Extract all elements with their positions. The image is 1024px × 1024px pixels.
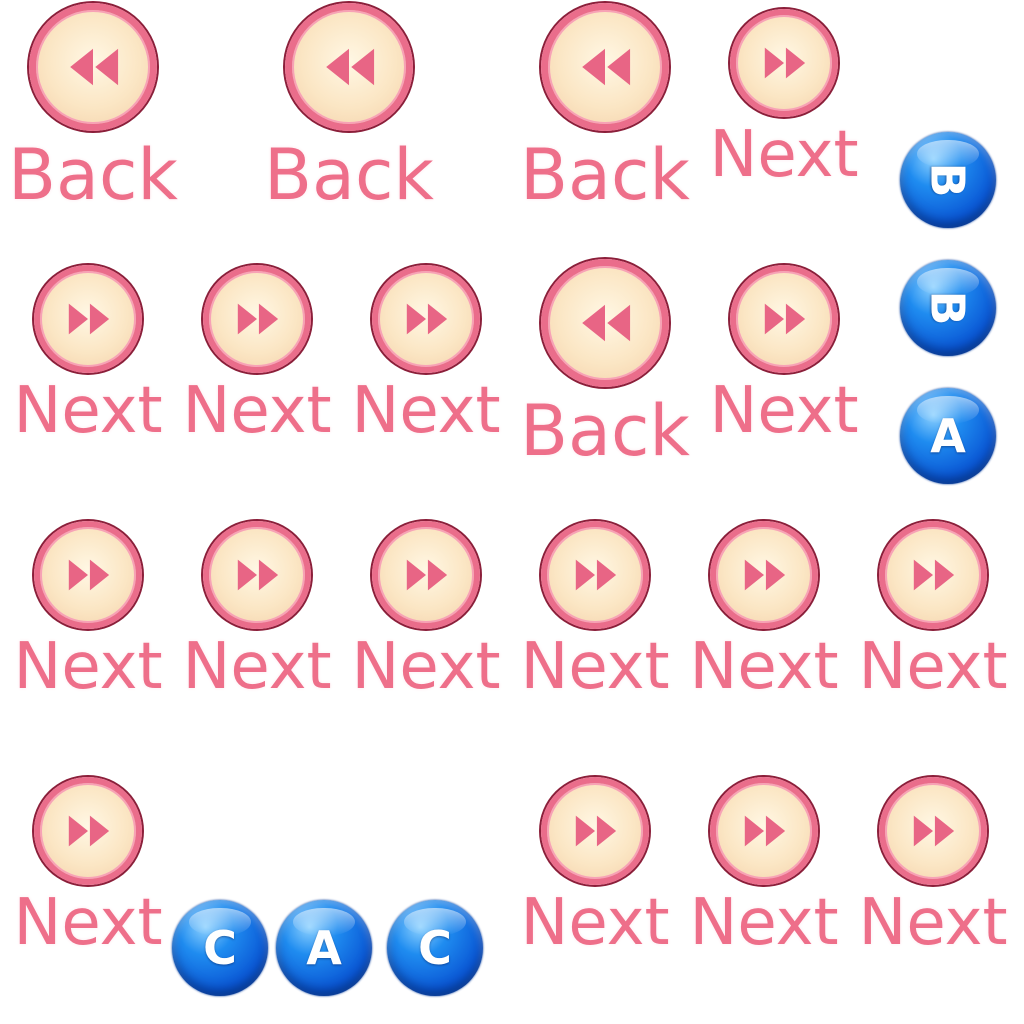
next-label: Next [13,886,163,960]
fast-forward-icon [710,521,818,629]
next-label: Next [709,118,859,192]
fast-forward-icon [710,777,818,885]
back-label: Back [520,134,690,216]
fast-forward-icon [541,521,649,629]
next-label: Next [689,886,839,960]
rewind-icon [541,259,669,387]
back-label: Back [264,134,434,216]
rewind-icon [541,3,669,131]
gem-button-a[interactable]: A [276,900,372,996]
back-label: Back [8,134,178,216]
rewind-icon [29,3,157,131]
fast-forward-icon [203,521,311,629]
fast-forward-icon [730,265,838,373]
rewind-icon [285,3,413,131]
fast-forward-icon [879,521,987,629]
next-label: Next [858,886,1008,960]
next-label: Next [520,630,670,704]
gem-letter: B [921,290,975,326]
fast-forward-icon [203,265,311,373]
next-label: Next [182,630,332,704]
back-label: Back [520,390,690,472]
fast-forward-icon [372,521,480,629]
gem-letter: A [930,409,966,463]
gem-letter: A [306,921,342,975]
next-label: Next [13,374,163,448]
next-label: Next [689,630,839,704]
next-label: Next [520,886,670,960]
gem-letter: C [203,921,237,975]
fast-forward-icon [34,777,142,885]
next-label: Next [182,374,332,448]
gem-button-b[interactable]: B [900,260,996,356]
fast-forward-icon [34,521,142,629]
gem-button-c[interactable]: C [387,900,483,996]
gem-letter: C [418,921,452,975]
fast-forward-icon [730,9,838,117]
next-label: Next [13,630,163,704]
fast-forward-icon [34,265,142,373]
gem-button-a[interactable]: A [900,388,996,484]
fast-forward-icon [372,265,480,373]
next-label: Next [709,374,859,448]
next-label: Next [351,374,501,448]
gem-letter: B [921,162,975,198]
gem-button-b[interactable]: B [900,132,996,228]
next-label: Next [858,630,1008,704]
gem-button-c[interactable]: C [172,900,268,996]
fast-forward-icon [541,777,649,885]
fast-forward-icon [879,777,987,885]
next-label: Next [351,630,501,704]
